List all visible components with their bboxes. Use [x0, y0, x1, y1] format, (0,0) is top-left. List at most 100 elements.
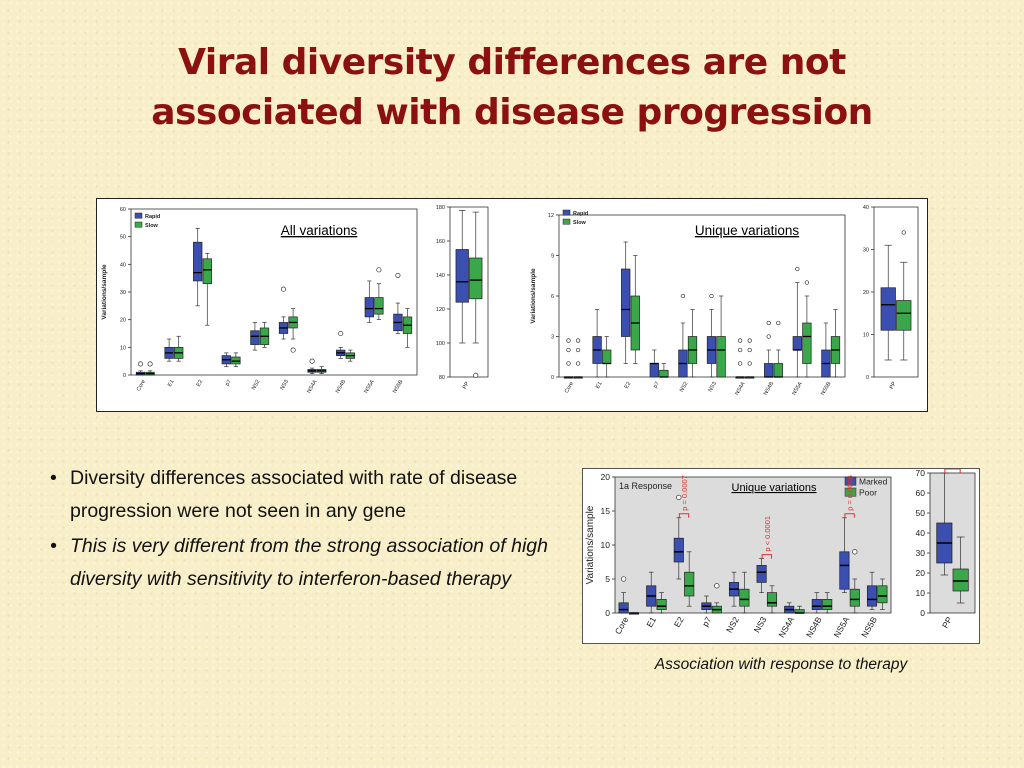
- y-tick-label: 30: [863, 247, 869, 253]
- box-poor: [684, 571, 695, 597]
- box-rapid: [764, 363, 774, 378]
- y-tick-label: 30: [916, 548, 926, 558]
- legend-label: Marked: [859, 477, 888, 487]
- y-tick-label: 10: [120, 345, 126, 351]
- x-tick-label: NS5A: [791, 381, 804, 397]
- box-poor: [952, 568, 969, 592]
- y-tick-label: 70: [916, 469, 926, 478]
- outlier-point: [747, 338, 752, 343]
- plot-frame: [449, 206, 489, 378]
- box-marked: [839, 551, 850, 590]
- outlier-point: [147, 361, 153, 367]
- slide-title-line-2: associated with disease progression: [151, 92, 873, 133]
- plot-background: [615, 477, 891, 613]
- outlier-point: [620, 576, 627, 582]
- y-tick-label: 20: [916, 568, 926, 578]
- outlier-point: [852, 549, 858, 555]
- outlier-point: [776, 320, 781, 326]
- p-value-label: p < 0.0001: [763, 516, 772, 552]
- x-tick-label: NS2: [724, 615, 741, 635]
- y-tick-label: 100: [436, 341, 445, 347]
- x-tick-label: NS5B: [820, 381, 833, 397]
- x-tick-label: NS5B: [392, 379, 405, 395]
- outlier-point: [766, 320, 771, 326]
- chart-panel: 0 10 20 30 40 50 60 Variations/sample Core E1 E2 p7…: [101, 207, 418, 395]
- chart-panel: 80 100 120 140 160 180 PP: [436, 205, 489, 391]
- outlier-point: [737, 347, 743, 353]
- x-tick-label: PP: [462, 381, 471, 391]
- outlier-point: [709, 293, 714, 299]
- y-tick-label: 20: [601, 472, 611, 482]
- box-poor: [822, 599, 833, 610]
- figure-bottom: 0 5 10 15 20 Variations/sample Core E1 E2 p7 NS2 NS…: [582, 430, 980, 644]
- box-poor: [739, 588, 750, 607]
- box-slow: [469, 257, 483, 300]
- p-value-label: p = 0.0006: [846, 475, 855, 511]
- outlier-point: [376, 267, 382, 273]
- x-tick-label: Core: [564, 381, 575, 394]
- x-tick-label: NS2: [251, 379, 262, 391]
- x-tick-label: NS3: [279, 379, 290, 391]
- slide-title: Viral diversity differences are not asso…: [40, 38, 984, 138]
- y-tick-label: 60: [916, 488, 926, 498]
- outlier-point: [676, 494, 682, 501]
- x-tick-label: NS5A: [363, 379, 376, 395]
- outlier-point: [566, 361, 571, 366]
- outlier-point: [747, 347, 752, 353]
- box-slow: [231, 356, 241, 365]
- x-tick-label: NS4A: [734, 381, 747, 397]
- legend-swatch: [562, 209, 571, 216]
- x-tick-label: p7: [700, 615, 714, 628]
- panel-label: 1a Response: [619, 481, 672, 491]
- box-poor: [656, 599, 667, 610]
- outlier-point: [566, 338, 571, 343]
- box-rapid: [193, 241, 203, 282]
- y-tick-label: 3: [551, 334, 554, 340]
- box-slow: [773, 363, 783, 378]
- box-poor: [877, 585, 888, 604]
- x-tick-label: PP: [889, 381, 898, 391]
- legend-label: Rapid: [573, 211, 588, 217]
- x-tick-label: PP: [940, 615, 954, 630]
- outlier-point: [473, 372, 479, 378]
- box-marked: [866, 585, 878, 607]
- y-tick-label: 120: [436, 307, 445, 313]
- box-slow: [602, 349, 612, 364]
- chart-panel: 0 3 6 9 12 Variations/sample Core E1 E2 p7 NS2 NS3 N…: [530, 209, 846, 397]
- x-tick-label: NS5B: [859, 615, 879, 640]
- bullet-item-1: Diversity differences associated with ra…: [48, 462, 548, 528]
- outlier-point: [575, 338, 581, 343]
- outlier-point: [737, 338, 743, 343]
- box-slow: [896, 300, 912, 331]
- outlier-point: [737, 361, 743, 366]
- y-tick-label: 6: [551, 294, 554, 300]
- bullet-list: Diversity differences associated with ra…: [48, 462, 548, 598]
- y-axis-label: Variations/sample: [585, 505, 596, 584]
- legend-label: Slow: [145, 223, 159, 229]
- box-slow: [716, 336, 726, 378]
- box-slow: [202, 258, 212, 285]
- legend-swatch: [844, 487, 857, 497]
- y-axis-label: Variations/sample: [101, 264, 108, 320]
- y-tick-label: 0: [605, 608, 610, 618]
- x-tick-label: E1: [644, 615, 658, 629]
- box-rapid: [792, 336, 802, 351]
- significance-bracket: [678, 513, 690, 518]
- x-tick-label: E1: [595, 381, 604, 390]
- box-slow: [802, 322, 812, 364]
- x-tick-label: E2: [672, 615, 686, 629]
- x-tick-label: NS4A: [776, 615, 796, 640]
- x-tick-label: Core: [613, 615, 631, 636]
- plot-frame: [929, 472, 976, 614]
- y-tick-label: 20: [120, 318, 126, 324]
- box-rapid: [250, 330, 260, 345]
- significance-bracket: [944, 468, 961, 473]
- box-slow: [374, 297, 384, 315]
- chart-title: All variations: [281, 223, 358, 238]
- y-tick-label: 180: [436, 205, 445, 211]
- legend-label: Poor: [859, 488, 877, 498]
- x-tick-label: NS3: [752, 615, 769, 635]
- figure-caption: Association with response to therapy: [654, 656, 908, 673]
- y-tick-label: 40: [916, 528, 926, 538]
- x-tick-label: NS4B: [804, 615, 824, 640]
